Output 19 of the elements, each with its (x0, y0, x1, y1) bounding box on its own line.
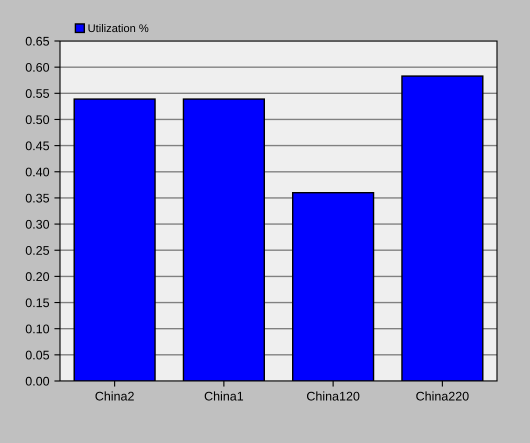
y-tick-label: 0.30 (26, 220, 50, 229)
y-tick-label: 0.10 (26, 324, 50, 334)
y-tick-label: 0.35 (26, 194, 50, 203)
x-tick-label: China2 (95, 391, 134, 401)
y-tick-label: 0.20 (26, 272, 50, 282)
y-tick-label: 0.60 (26, 62, 50, 72)
y-tick-label: 0.05 (26, 350, 50, 360)
y-tick-label: 0.50 (26, 115, 50, 124)
y-tick-label: 0.55 (26, 89, 50, 98)
y-tick-label: 0.45 (26, 141, 50, 150)
y-tick-label: 0.65 (26, 36, 50, 46)
y-tick-label: 0.15 (26, 298, 50, 308)
y-tick-label: 0.25 (26, 246, 50, 255)
y-tick-label: 0.00 (26, 376, 50, 386)
legend-label: Utilization % (88, 24, 148, 32)
x-tick-label: China1 (204, 391, 244, 401)
x-tick-label: China120 (307, 391, 360, 401)
y-tick-label: 0.40 (26, 168, 50, 176)
x-tick-label: China220 (416, 391, 469, 401)
